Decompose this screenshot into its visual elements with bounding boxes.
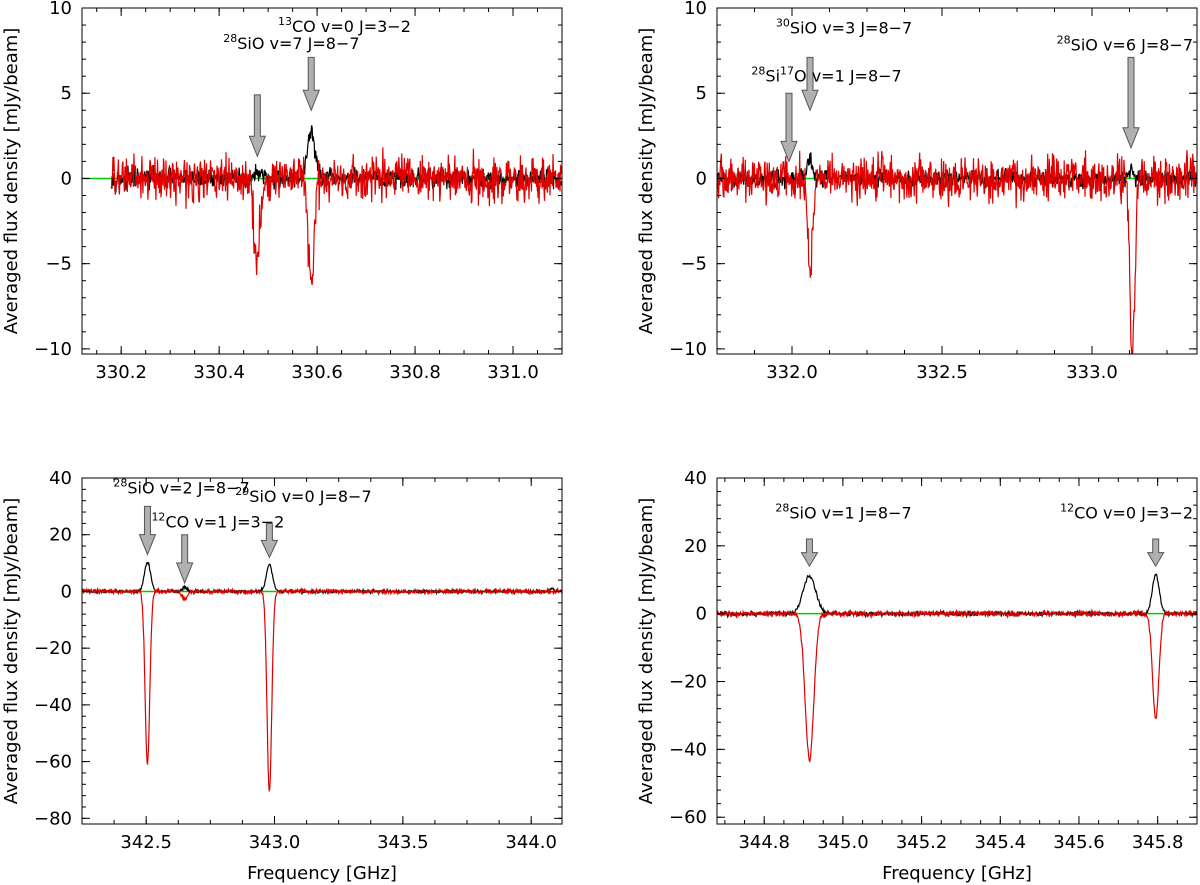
y-tick-label: 10 xyxy=(49,0,72,19)
x-tick-label: 343.0 xyxy=(249,832,301,853)
y-tick-label: −80 xyxy=(34,808,72,829)
line-marker-arrow xyxy=(1122,56,1140,150)
line-marker-arrow xyxy=(138,505,157,556)
y-tick-label: −10 xyxy=(669,339,707,360)
series-line-black xyxy=(82,561,562,596)
line-annotation: 28SiO v=7 J=8−7 xyxy=(223,32,359,53)
y-axis-label: Averaged flux density [mJy/beam] xyxy=(1,498,22,805)
plot-area xyxy=(717,150,1197,354)
line-marker-arrow xyxy=(260,522,279,559)
line-annotation: 12CO v=0 J=3−2 xyxy=(1060,502,1193,523)
line-marker-arrow xyxy=(800,538,819,568)
plot-frame xyxy=(716,477,1198,825)
series-line-red xyxy=(82,586,562,793)
x-tick-label: 343.5 xyxy=(377,832,429,853)
y-tick-label: 0 xyxy=(696,604,707,625)
y-tick-label: −20 xyxy=(669,672,707,693)
y-axis-label: Averaged flux density [mJy/beam] xyxy=(1,28,22,335)
x-tick-label: 331.0 xyxy=(487,362,539,383)
panel-bottom-right: Averaged flux density [mJy/beam] Frequen… xyxy=(636,468,1198,884)
x-tick-label: 344.0 xyxy=(505,832,557,853)
plot-frame xyxy=(81,7,563,355)
y-tick-label: −60 xyxy=(669,807,707,828)
x-tick-label: 345.4 xyxy=(975,832,1027,853)
y-tick-label: 5 xyxy=(696,83,707,104)
line-marker-arrow xyxy=(248,94,267,158)
y-axis-label: Averaged flux density [mJy/beam] xyxy=(636,28,657,335)
line-annotation: 28SiO v=2 J=8−7 xyxy=(113,477,249,498)
x-tick-label: 332.0 xyxy=(766,362,818,383)
x-tick-label: 333.0 xyxy=(1066,362,1118,383)
y-tick-label: −20 xyxy=(34,638,72,659)
x-tick-label: 332.5 xyxy=(916,362,968,383)
y-tick-label: −5 xyxy=(680,254,707,275)
x-axis-label: Frequency [GHz] xyxy=(247,863,397,884)
y-tick-label: 20 xyxy=(49,525,72,546)
x-tick-label: 345.6 xyxy=(1053,832,1105,853)
y-tick-label: −60 xyxy=(34,752,72,773)
line-marker-arrow xyxy=(801,56,819,112)
panel-top-right: Averaged flux density [mJy/beam] 332.0 33… xyxy=(636,0,1198,383)
y-axis-label: Averaged flux density [mJy/beam] xyxy=(636,498,657,805)
x-tick-label: 345.0 xyxy=(817,832,869,853)
series-line-red xyxy=(717,608,1197,763)
x-tick-label: 345.8 xyxy=(1132,832,1184,853)
plot-area xyxy=(110,125,562,285)
line-annotation: 28SiO v=6 J=8−7 xyxy=(1057,34,1193,55)
line-annotation: 29SiO v=0 J=8−7 xyxy=(235,485,371,506)
x-tick-label: 342.5 xyxy=(120,832,172,853)
y-tick-label: 5 xyxy=(61,83,72,104)
x-tick-label: 344.8 xyxy=(738,832,790,853)
y-tick-label: −40 xyxy=(34,695,72,716)
panel-top-left: Averaged flux density [mJy/beam] 330.2 33… xyxy=(1,0,563,383)
y-tick-label: −5 xyxy=(45,254,72,275)
y-tick-label: −10 xyxy=(34,339,72,360)
y-tick-label: 40 xyxy=(49,468,72,489)
plot-area xyxy=(717,573,1197,763)
line-annotation: 28SiO v=1 J=8−7 xyxy=(775,502,911,523)
line-annotation: 13CO v=0 J=3−2 xyxy=(278,15,411,36)
line-marker-arrow xyxy=(302,56,320,112)
x-tick-label: 330.4 xyxy=(193,362,245,383)
y-tick-label: 0 xyxy=(61,168,72,189)
y-tick-label: 20 xyxy=(684,536,707,557)
y-tick-label: 0 xyxy=(61,581,72,602)
y-tick-label: −40 xyxy=(669,739,707,760)
y-tick-label: 10 xyxy=(684,0,707,19)
x-tick-label: 330.6 xyxy=(291,362,343,383)
x-tick-label: 345.2 xyxy=(896,832,948,853)
y-tick-label: 0 xyxy=(696,168,707,189)
plot-frame xyxy=(716,7,1198,355)
line-annotation: 12CO v=1 J=3−2 xyxy=(151,511,284,532)
x-tick-label: 330.2 xyxy=(95,362,147,383)
series-line-red xyxy=(717,150,1197,354)
line-marker-arrow xyxy=(1146,538,1165,568)
y-tick-label: 40 xyxy=(684,468,707,489)
series-line-red xyxy=(110,147,562,285)
line-marker-arrow xyxy=(780,92,798,163)
panel-bottom-left: Averaged flux density [mJy/beam] Frequen… xyxy=(1,468,563,884)
line-annotation: 28Si17O v=1 J=8−7 xyxy=(751,64,901,85)
plot-area xyxy=(82,561,562,793)
line-annotation: 30SiO v=3 J=8−7 xyxy=(776,17,912,38)
plot-frame xyxy=(81,477,563,825)
line-marker-arrow xyxy=(175,534,194,585)
x-tick-label: 330.8 xyxy=(389,362,441,383)
x-axis-label: Frequency [GHz] xyxy=(882,863,1032,884)
